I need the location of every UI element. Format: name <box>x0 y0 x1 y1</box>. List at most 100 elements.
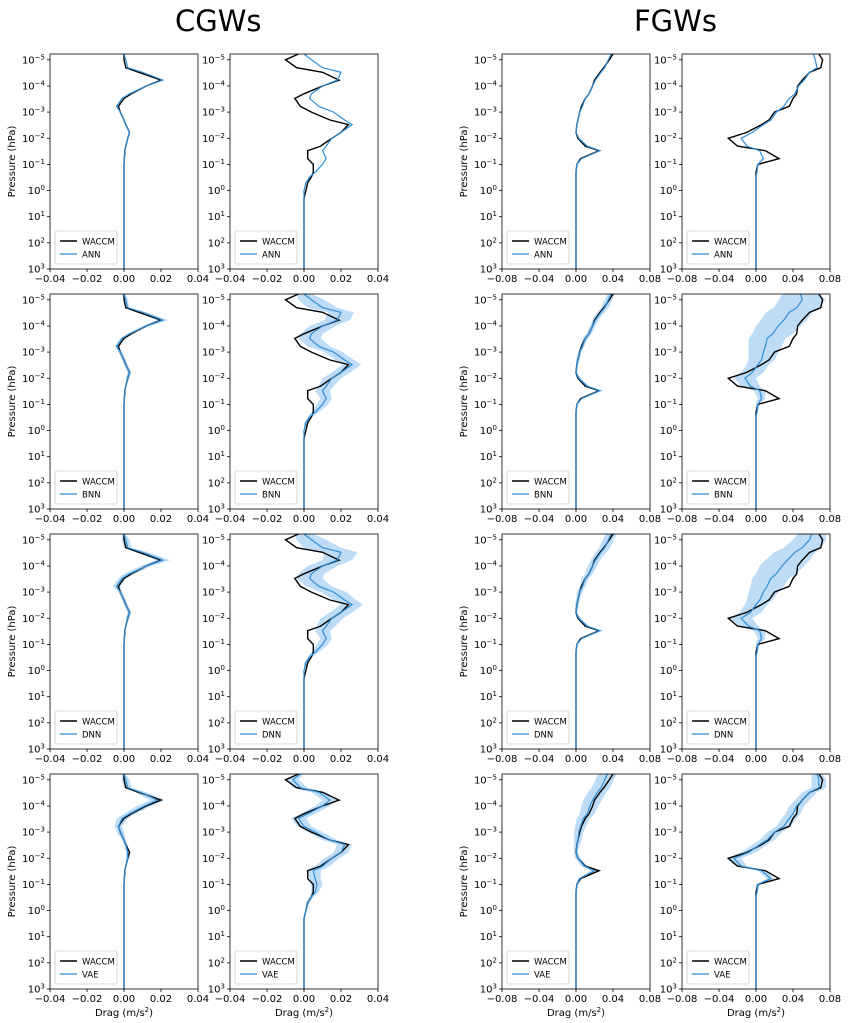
legend-label: WACCM <box>262 958 295 968</box>
y-tick-label: 10−4 <box>22 799 46 812</box>
panel-bnn-fgw-col2: 10−5 10−4 10−3 10−2 10−1 100 101 102 103−0.08 −0.… <box>654 293 841 525</box>
model-line <box>303 294 354 509</box>
y-tick-label: 10−4 <box>654 319 678 332</box>
y-tick-label: 10−1 <box>22 158 45 171</box>
x-tick-label: 0.04 <box>602 754 624 765</box>
panel-dnn-cgw-col2: 10−5 10−4 10−3 10−2 10−1 100 101 102 103−0.04 −0.… <box>202 533 389 765</box>
legend-box <box>686 950 750 985</box>
legend-label: BNN <box>534 491 553 501</box>
y-tick-label: 103 <box>480 743 497 756</box>
legend-box <box>54 230 118 265</box>
uncertainty-band <box>114 294 169 509</box>
x-tick-label: −0.02 <box>252 514 283 525</box>
x-tick-label: 0.08 <box>639 514 661 525</box>
model-line <box>740 534 813 749</box>
y-tick-label: 102 <box>208 476 225 489</box>
legend-label: BNN <box>262 491 281 501</box>
legend-label: WACCM <box>262 238 295 248</box>
x-tick-label: −0.08 <box>667 514 698 525</box>
x-axis-label: Drag (m/s2) <box>547 1006 605 1019</box>
x-tick-label: −0.02 <box>252 754 283 765</box>
panel-plot-area <box>574 774 617 989</box>
x-tick-label: 0.00 <box>293 754 315 765</box>
y-tick-label: 10−5 <box>22 53 45 66</box>
y-axis-label: Pressure (hPa) <box>459 846 470 918</box>
legend: WACCM DNN <box>54 710 118 745</box>
model-line <box>732 774 820 989</box>
y-tick-label: 10−3 <box>474 346 497 359</box>
legend-box <box>234 230 298 265</box>
legend-label: ANN <box>714 251 733 261</box>
legend-box <box>506 470 570 505</box>
y-tick-label: 100 <box>660 424 677 437</box>
x-tick-label: 0.04 <box>782 754 804 765</box>
y-tick-label: 100 <box>28 664 45 677</box>
y-tick-label: 102 <box>208 236 225 249</box>
legend-label: VAE <box>262 971 278 981</box>
x-tick-label: −0.04 <box>35 274 66 285</box>
x-tick-label: −0.02 <box>252 274 283 285</box>
legend-label: WACCM <box>714 238 747 248</box>
y-tick-label: 102 <box>480 236 497 249</box>
x-tick-label: −0.04 <box>704 514 735 525</box>
y-tick-label: 10−2 <box>22 852 45 865</box>
x-tick-label: −0.04 <box>524 514 555 525</box>
y-tick-label: 103 <box>480 503 497 516</box>
x-tick-label: 0.04 <box>187 994 209 1005</box>
panel-plot-area <box>575 534 617 749</box>
y-tick-label: 10−1 <box>474 878 497 891</box>
x-tick-label: −0.04 <box>524 754 555 765</box>
y-tick-label: 10−1 <box>202 878 225 891</box>
panel-ann-cgw-col2: 10−5 10−4 10−3 10−2 10−1 100 101 102 103−0.04 −0.… <box>202 53 389 285</box>
x-tick-label: 0.04 <box>367 994 389 1005</box>
x-tick-label: 0.00 <box>293 274 315 285</box>
y-tick-label: 10−1 <box>22 638 45 651</box>
y-tick-label: 10−2 <box>22 612 45 625</box>
y-tick-label: 101 <box>28 930 45 943</box>
model-line <box>575 534 612 749</box>
y-axis-label: Pressure (hPa) <box>7 846 18 918</box>
y-tick-label: 101 <box>660 210 677 223</box>
y-tick-label: 10−4 <box>22 559 46 572</box>
y-tick-label: 102 <box>660 236 677 249</box>
x-tick-label: 0.00 <box>113 994 135 1005</box>
y-tick-label: 10−3 <box>654 346 677 359</box>
x-tick-label: −0.04 <box>524 994 555 1005</box>
y-tick-label: 10−4 <box>654 79 678 92</box>
x-tick-label: −0.04 <box>35 994 66 1005</box>
y-tick-label: 103 <box>660 503 677 516</box>
y-tick-label: 10−4 <box>474 799 498 812</box>
y-tick-label: 10−2 <box>654 852 677 865</box>
x-tick-label: 0.00 <box>293 994 315 1005</box>
legend-label: WACCM <box>82 238 115 248</box>
legend-label: VAE <box>82 971 98 981</box>
legend: WACCM DNN <box>234 710 298 745</box>
legend-label: WACCM <box>714 958 747 968</box>
legend-label: DNN <box>262 731 281 741</box>
x-tick-label: 0.02 <box>150 514 172 525</box>
panel-plot-area <box>575 294 615 509</box>
y-tick-label: 102 <box>480 956 497 969</box>
y-tick-label: 10−3 <box>22 346 45 359</box>
uncertainty-band <box>730 534 827 749</box>
x-tick-label: 0.00 <box>565 994 587 1005</box>
y-tick-label: 10−3 <box>474 106 497 119</box>
y-tick-label: 10−4 <box>202 559 226 572</box>
y-tick-label: 10−2 <box>474 132 497 145</box>
panel-plot-area <box>284 54 354 269</box>
legend-label: WACCM <box>534 718 567 728</box>
y-tick-label: 10−5 <box>654 773 677 786</box>
y-tick-label: 10−2 <box>202 612 225 625</box>
x-tick-label: −0.08 <box>667 274 698 285</box>
x-tick-label: 0.08 <box>639 994 661 1005</box>
panel-vae-fgw-col2: 10−5 10−4 10−3 10−2 10−1 100 101 102 103−0.08 −0.… <box>654 773 841 1019</box>
x-tick-label: −0.08 <box>487 274 518 285</box>
x-tick-label: −0.04 <box>524 274 555 285</box>
legend: WACCM BNN <box>506 470 570 505</box>
x-tick-label: 0.04 <box>367 514 389 525</box>
y-tick-label: 10−5 <box>22 293 45 306</box>
model-line <box>303 54 354 269</box>
y-tick-label: 10−3 <box>202 826 225 839</box>
x-tick-label: 0.02 <box>330 274 352 285</box>
y-tick-label: 101 <box>660 690 677 703</box>
